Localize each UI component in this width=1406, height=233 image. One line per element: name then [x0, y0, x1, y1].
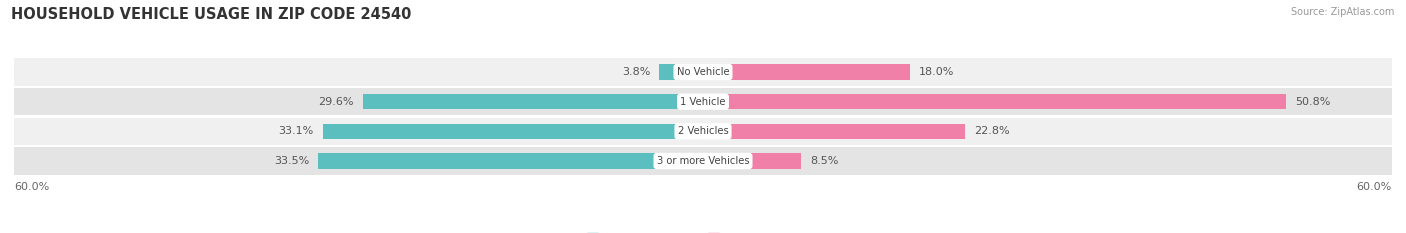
- Bar: [659, 64, 703, 80]
- Text: 33.1%: 33.1%: [278, 126, 314, 136]
- Text: 60.0%: 60.0%: [14, 182, 49, 192]
- Text: 29.6%: 29.6%: [318, 97, 354, 107]
- Text: HOUSEHOLD VEHICLE USAGE IN ZIP CODE 24540: HOUSEHOLD VEHICLE USAGE IN ZIP CODE 2454…: [11, 7, 412, 22]
- Text: 3.8%: 3.8%: [621, 67, 650, 77]
- Legend: Owner-occupied, Renter-occupied: Owner-occupied, Renter-occupied: [582, 229, 824, 233]
- Text: 18.0%: 18.0%: [920, 67, 955, 77]
- Text: 22.8%: 22.8%: [974, 126, 1010, 136]
- Text: 8.5%: 8.5%: [810, 156, 838, 166]
- Bar: [14, 147, 1392, 175]
- Bar: [703, 94, 1286, 109]
- Bar: [14, 118, 1392, 145]
- Text: Source: ZipAtlas.com: Source: ZipAtlas.com: [1291, 7, 1395, 17]
- Text: 2 Vehicles: 2 Vehicles: [678, 126, 728, 136]
- Text: 33.5%: 33.5%: [274, 156, 309, 166]
- Bar: [363, 94, 703, 109]
- Bar: [323, 124, 703, 139]
- Bar: [318, 153, 703, 169]
- Bar: [703, 124, 965, 139]
- Text: 60.0%: 60.0%: [1357, 182, 1392, 192]
- Text: 50.8%: 50.8%: [1295, 97, 1331, 107]
- Bar: [14, 58, 1392, 86]
- Bar: [703, 153, 800, 169]
- Bar: [14, 88, 1392, 115]
- Text: 1 Vehicle: 1 Vehicle: [681, 97, 725, 107]
- Text: No Vehicle: No Vehicle: [676, 67, 730, 77]
- Bar: [703, 64, 910, 80]
- Text: 3 or more Vehicles: 3 or more Vehicles: [657, 156, 749, 166]
